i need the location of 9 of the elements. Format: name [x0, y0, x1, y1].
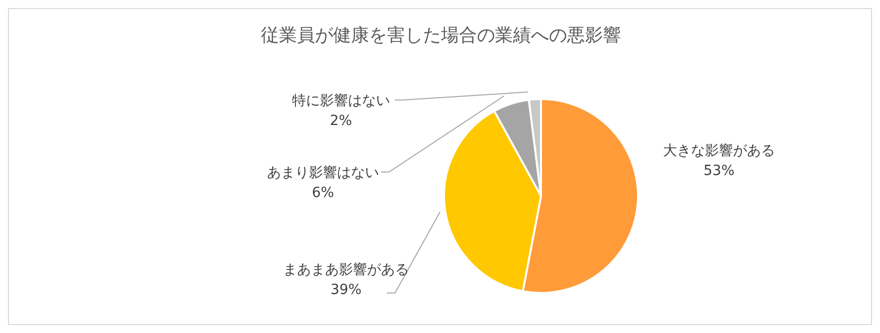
- chart-title: 従業員が健康を害した場合の業績への悪影響: [260, 24, 622, 47]
- data-label: 2%: [330, 113, 352, 129]
- slice-label: まあまあ影響がある: [283, 262, 409, 278]
- slice-label: あまり影響はない: [267, 165, 379, 181]
- slice-label: 大きな影響がある: [663, 143, 775, 159]
- slice-label: 特に影響はない: [292, 93, 390, 109]
- data-label: 39%: [330, 282, 362, 298]
- data-label: 53%: [703, 163, 735, 179]
- data-label: 6%: [312, 185, 334, 201]
